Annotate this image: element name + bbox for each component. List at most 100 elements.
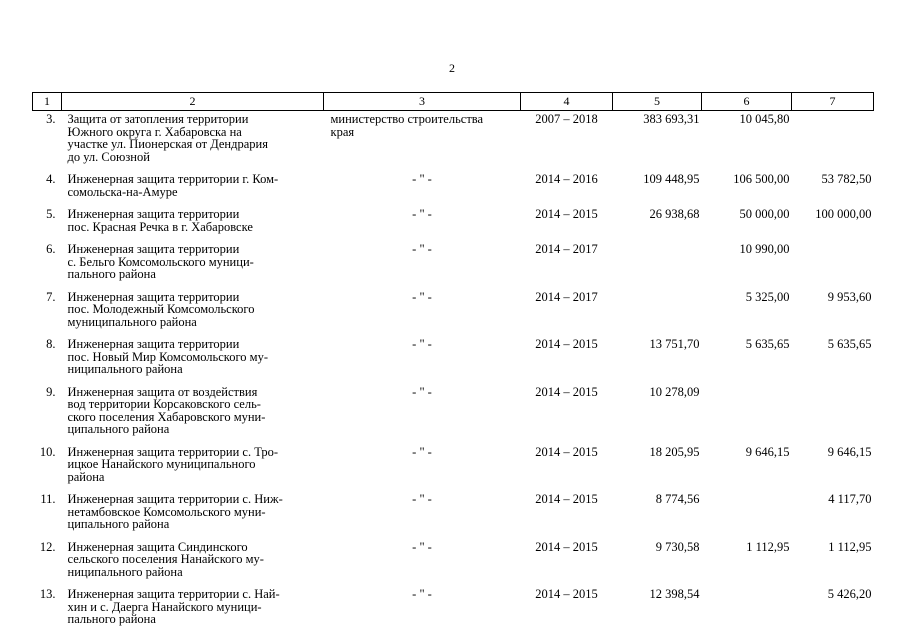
executor-line: министерство строительства bbox=[330, 112, 484, 126]
measure-name: Инженерная защита территории г. Ком-сомо… bbox=[62, 170, 324, 205]
measure-name-line: Инженерная защита территории с. Ниж- bbox=[67, 492, 283, 506]
executor: - " - bbox=[324, 240, 521, 288]
executor: - " - bbox=[324, 490, 521, 538]
measure-name-line: нетамбовское Комсомольского муни- bbox=[67, 504, 266, 519]
measure-name: Инженерная защита Синдинского сельского п… bbox=[62, 538, 324, 586]
measure-name-line: ицкое Нанайского муниципального bbox=[67, 457, 256, 471]
row-number: 11. bbox=[40, 492, 56, 506]
measure-name: Инженерная защита территории с. Бельго Ко… bbox=[62, 240, 324, 288]
measure-name: Инженерная защита территории пос. Молодеж… bbox=[62, 288, 324, 336]
value-col-6: 106 500,00 bbox=[733, 172, 790, 186]
measure-name-line: пос. Молодежный Комсомольского bbox=[67, 302, 255, 316]
value-col-6: 10 045,80 bbox=[739, 112, 790, 126]
executor-line: - " - bbox=[412, 587, 432, 601]
executor: - " - bbox=[324, 288, 521, 336]
value-col-6: 1 112,95 bbox=[746, 539, 790, 554]
column-header-2: 2 bbox=[61, 92, 324, 111]
row-number: 12. bbox=[39, 539, 56, 554]
measure-name-line: участке ул. Пионерская от Дендрария bbox=[67, 137, 268, 151]
executor-line: - " - bbox=[412, 337, 432, 351]
value-col-5: 10 278,09 bbox=[649, 384, 700, 399]
measure-name-line: сельского поселения Нанайского му- bbox=[67, 552, 264, 566]
period: 2014 – 2015 bbox=[535, 207, 598, 221]
value-col-5: 9 730,58 bbox=[655, 539, 700, 554]
value-col-6: 9 646,15 bbox=[745, 444, 790, 459]
measure-name-line: с. Бельго Комсомольского муници- bbox=[67, 254, 254, 269]
measure-name-line: Инженерная защита Синдинского bbox=[67, 539, 248, 554]
table-row: 3. Защита от затопления территории Южного … bbox=[33, 111, 874, 171]
table-row: 8. Инженерная защита территории пос. Новый… bbox=[33, 335, 874, 383]
value-col-5: 8 774,56 bbox=[655, 492, 700, 506]
measure-name-line: пального района bbox=[67, 267, 156, 281]
measure-name: Инженерная защита территории пос. Новый М… bbox=[62, 335, 324, 383]
table-row: 7. Инженерная защита территории пос. Молод… bbox=[33, 288, 874, 336]
measure-name-line: Инженерная защита территории г. Ком- bbox=[67, 172, 279, 186]
value-col-7: 5 635,65 bbox=[827, 337, 872, 351]
measure-name: Инженерная защита территории с. Тро-ицко… bbox=[62, 443, 324, 491]
value-col-7: 9 953,60 bbox=[827, 289, 872, 304]
column-header-7: 7 bbox=[791, 92, 874, 111]
executor-line: - " - bbox=[412, 444, 432, 459]
period: 2014 – 2015 bbox=[535, 337, 598, 351]
value-col-7 bbox=[792, 383, 874, 443]
value-col-5 bbox=[613, 288, 702, 336]
value-col-6: 5 635,65 bbox=[745, 337, 790, 351]
executor-line: - " - bbox=[412, 289, 432, 304]
period: 2014 – 2016 bbox=[535, 172, 598, 186]
value-col-6: 50 000,00 bbox=[739, 207, 790, 221]
value-col-5: 26 938,68 bbox=[649, 207, 700, 221]
measure-name-line: Инженерная защита территории с. Тро- bbox=[67, 444, 279, 459]
executor-line: - " - bbox=[412, 492, 432, 506]
period: 2014 – 2017 bbox=[535, 242, 598, 256]
measure-name-line: ципального района bbox=[67, 422, 170, 436]
row-number: 6. bbox=[46, 242, 56, 256]
executor: - " - bbox=[324, 443, 521, 491]
column-header-5: 5 bbox=[612, 92, 702, 111]
measure-name-line: Защита от затопления территории bbox=[67, 112, 249, 126]
measure-name: Инженерная защита территории с. Ниж-нета… bbox=[62, 490, 324, 538]
column-header-1: 1 bbox=[32, 92, 62, 111]
executor: - " - bbox=[324, 538, 521, 586]
measure-name-line: Южного округа г. Хабаровска на bbox=[67, 124, 242, 139]
value-col-6 bbox=[702, 585, 792, 633]
measure-name: Защита от затопления территории Южного ок… bbox=[62, 111, 324, 171]
table-row: 6. Инженерная защита территории с. Бельго … bbox=[33, 240, 874, 288]
measure-name-line: ниципального района bbox=[67, 564, 183, 579]
period: 2007 – 2018 bbox=[535, 112, 598, 126]
column-header-4: 4 bbox=[520, 92, 613, 111]
value-col-6 bbox=[702, 383, 792, 443]
row-number: 4. bbox=[46, 172, 56, 186]
executor-line: - " - bbox=[412, 539, 432, 554]
measure-name-line: Инженерная защита территории bbox=[67, 207, 240, 221]
measure-name-line: ципального района bbox=[67, 517, 170, 531]
row-number: 13. bbox=[39, 587, 56, 601]
measure-name: Инженерная защита территории с. Най-хин … bbox=[62, 585, 324, 633]
table-row: 13. Инженерная защита территории с. Най-х… bbox=[33, 585, 874, 633]
row-number: 3. bbox=[46, 112, 56, 126]
measure-name-line: Инженерная защита территории с. Най- bbox=[67, 587, 280, 601]
measure-name-line: Инженерная защита территории bbox=[67, 337, 240, 351]
measure-name-line: муниципального района bbox=[67, 314, 197, 329]
executor: - " - bbox=[324, 335, 521, 383]
measure-name-line: ниципального района bbox=[67, 362, 183, 376]
row-number: 7. bbox=[46, 289, 56, 304]
measure-name-line: ского поселения Хабаровского муни- bbox=[67, 409, 266, 424]
measure-name-line: района bbox=[67, 469, 105, 484]
value-col-5: 13 751,70 bbox=[649, 337, 700, 351]
value-col-7: 1 112,95 bbox=[828, 539, 872, 554]
measure-name-line: до ул. Союзной bbox=[67, 149, 150, 164]
measure-name-line: пос. Новый Мир Комсомольского му- bbox=[67, 349, 269, 364]
table-body: 3. Защита от затопления территории Южного … bbox=[33, 111, 874, 633]
measure-name-line: сомольска-на-Амуре bbox=[67, 184, 178, 199]
executor: - " - bbox=[324, 205, 521, 240]
table-row: 10. Инженерная защита территории с. Тро-и… bbox=[33, 443, 874, 491]
measure-name-line: вод территории Корсаковского сель- bbox=[67, 397, 261, 411]
value-col-7: 9 646,15 bbox=[827, 444, 872, 459]
executor: - " - bbox=[324, 383, 521, 443]
measure-name: Инженерная защита территории пос. Красная… bbox=[62, 205, 324, 240]
value-col-6: 10 990,00 bbox=[739, 242, 790, 256]
value-col-7: 53 782,50 bbox=[821, 172, 872, 186]
value-col-5 bbox=[613, 240, 702, 288]
value-col-5: 18 205,95 bbox=[649, 444, 700, 459]
